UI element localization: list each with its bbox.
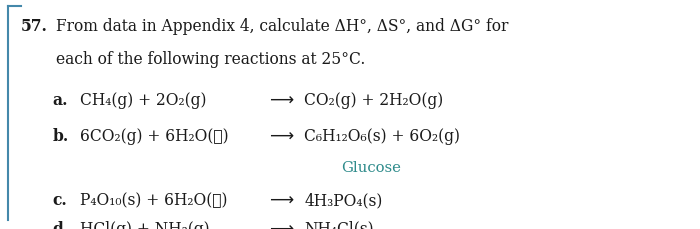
Text: HCl(g) + NH₃(g): HCl(g) + NH₃(g) bbox=[80, 220, 210, 229]
Text: b.: b. bbox=[52, 127, 69, 144]
Text: CO₂(g) + 2H₂O(g): CO₂(g) + 2H₂O(g) bbox=[304, 92, 444, 109]
Text: NH₄Cl(s): NH₄Cl(s) bbox=[304, 220, 374, 229]
Text: P₄O₁₀(s) + 6H₂O(ℓ): P₄O₁₀(s) + 6H₂O(ℓ) bbox=[80, 191, 228, 208]
Text: a.: a. bbox=[52, 92, 68, 109]
Text: CH₄(g) + 2O₂(g): CH₄(g) + 2O₂(g) bbox=[80, 92, 207, 109]
Text: ⟶: ⟶ bbox=[270, 191, 294, 209]
Text: 4H₃PO₄(s): 4H₃PO₄(s) bbox=[304, 191, 383, 208]
Text: ⟶: ⟶ bbox=[270, 127, 294, 145]
Text: c.: c. bbox=[52, 191, 67, 208]
Text: 6CO₂(g) + 6H₂O(ℓ): 6CO₂(g) + 6H₂O(ℓ) bbox=[80, 127, 229, 144]
Text: Glucose: Glucose bbox=[341, 160, 401, 174]
Text: 57.: 57. bbox=[21, 18, 48, 35]
Text: C₆H₁₂O₆(s) + 6O₂(g): C₆H₁₂O₆(s) + 6O₂(g) bbox=[304, 127, 461, 144]
Text: ⟶: ⟶ bbox=[270, 92, 294, 109]
Text: From data in Appendix 4, calculate ΔH°, ΔS°, and ΔG° for: From data in Appendix 4, calculate ΔH°, … bbox=[56, 18, 508, 35]
Text: d.: d. bbox=[52, 220, 69, 229]
Text: ⟶: ⟶ bbox=[270, 220, 294, 229]
Text: each of the following reactions at 25°C.: each of the following reactions at 25°C. bbox=[56, 50, 365, 67]
